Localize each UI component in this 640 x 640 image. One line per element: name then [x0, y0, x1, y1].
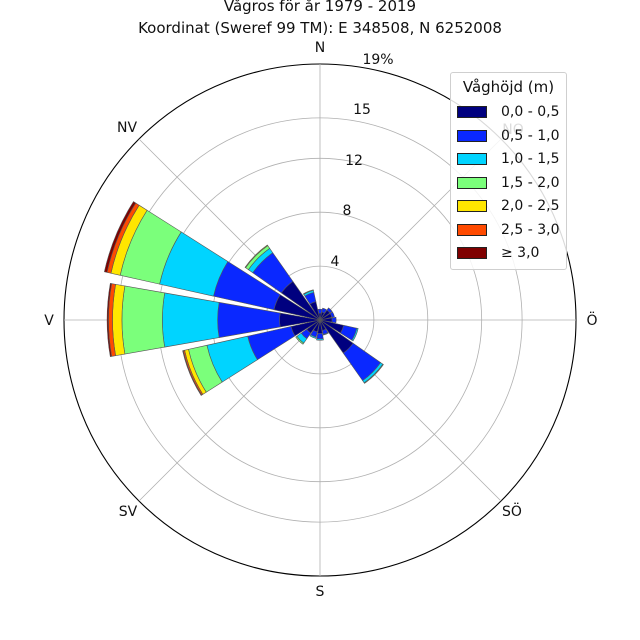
direction-label-n: N	[315, 40, 325, 56]
radial-tick-label-19: 19%	[362, 52, 393, 68]
legend-item-0-0.5: 0,0 - 0,5	[457, 104, 559, 120]
legend-item-2.5-3.0: 2,5 - 3,0	[457, 222, 559, 238]
rose-bar-sso-bin-2	[322, 332, 329, 336]
polar-grid	[63, 63, 577, 577]
rose-bar-ö-bin-1	[331, 316, 337, 324]
radial-tick-label-4: 4	[331, 254, 340, 270]
rose-bar-vsv-bin-6	[182, 350, 203, 396]
legend-title: Våghöjd (m)	[462, 78, 555, 96]
rose-bar-nv-bin-4	[244, 244, 269, 269]
legend-label: 0,5 - 1,0	[501, 128, 560, 144]
legend-label: 1,5 - 2,0	[501, 175, 560, 191]
rose-bar-sö-bin-3	[363, 363, 384, 384]
chart-subtitle: Koordinat (Sweref 99 TM): E 348508, N 62…	[138, 19, 502, 37]
rose-bar-v-bin-6	[106, 283, 112, 357]
rose-bar-n-bin-1	[317, 308, 323, 314]
legend-item-3.0-plus: ≥ 3,0	[457, 245, 539, 261]
legend-swatch	[457, 247, 487, 259]
rose-bar-s-bin-1	[316, 332, 324, 340]
rose-bar-oso-bin-2	[351, 327, 359, 342]
legend-label: 1,0 - 1,5	[501, 151, 560, 167]
legend-swatch	[457, 106, 487, 118]
legend-label: 0,0 - 0,5	[501, 104, 560, 120]
legend-swatch	[457, 153, 487, 165]
direction-label-o: Ö	[586, 311, 597, 329]
rose-bar-v-bin-2	[162, 292, 220, 348]
chart-legend: Våghöjd (m) 0,0 - 0,5 0,5 - 1,0 1,0 - 1,…	[450, 72, 567, 270]
direction-label-s: S	[316, 584, 325, 600]
rose-bar-nno-bin-1	[321, 307, 327, 314]
direction-label-so: SÖ	[502, 502, 522, 520]
rose-bar-no-bin-1	[326, 307, 333, 314]
legend-swatch	[457, 130, 487, 142]
rose-bars	[103, 201, 384, 396]
radial-tick-label-15: 15	[353, 102, 371, 118]
rose-bar-s-bin-2	[316, 338, 324, 341]
legend-label: 2,5 - 3,0	[501, 222, 560, 238]
rose-bar-vnv-bin-6	[103, 201, 137, 273]
legend-label: 2,0 - 2,5	[501, 198, 560, 214]
legend-item-1.5-2.0: 1,5 - 2,0	[457, 175, 559, 191]
rose-bar-ssv-bin-2	[309, 334, 317, 339]
legend-swatch	[457, 177, 487, 189]
direction-label-sv: SV	[119, 504, 138, 520]
legend-item-0.5-1.0: 0,5 - 1,0	[457, 128, 559, 144]
legend-item-1.0-1.5: 1,0 - 1,5	[457, 151, 559, 167]
rose-bar-v-bin-3	[121, 285, 166, 355]
legend-swatch	[457, 224, 487, 236]
direction-label-v: V	[44, 313, 54, 329]
legend-swatch	[457, 200, 487, 212]
radial-tick-label-8: 8	[343, 203, 352, 219]
grid-spoke	[138, 319, 321, 502]
chart-title: Vågros för år 1979 - 2019	[223, 0, 417, 15]
legend-item-2.0-2.5: 2,0 - 2,5	[457, 198, 559, 214]
direction-label-nv: NV	[117, 120, 137, 136]
rose-bar-ono-bin-1	[329, 311, 335, 318]
rose-bar-nnv-bin-3	[302, 289, 314, 295]
radial-tick-label-12: 12	[345, 153, 363, 169]
rose-bar-sv-bin-3	[295, 335, 305, 345]
legend-label: ≥ 3,0	[501, 245, 540, 261]
